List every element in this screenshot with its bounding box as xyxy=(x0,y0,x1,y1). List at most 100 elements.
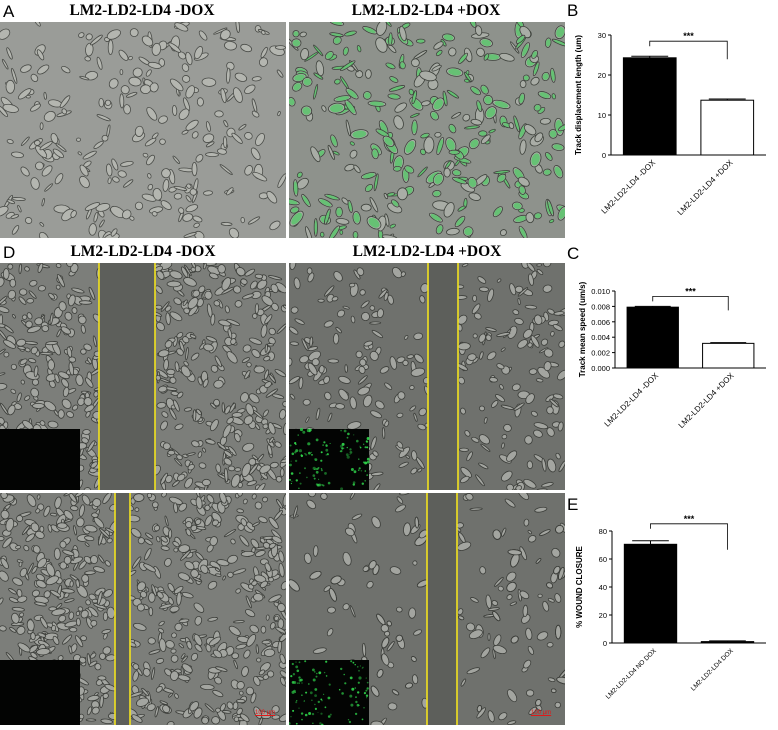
cell xyxy=(499,384,504,390)
cell xyxy=(457,532,466,544)
cell xyxy=(232,284,242,294)
cell xyxy=(412,674,419,684)
cell xyxy=(167,281,181,287)
cell xyxy=(309,570,323,581)
cell xyxy=(167,369,176,375)
cell xyxy=(34,22,42,27)
cell xyxy=(544,151,553,161)
cell xyxy=(275,46,285,50)
cell xyxy=(492,529,502,540)
cell xyxy=(376,669,384,679)
cell xyxy=(193,410,196,421)
cell xyxy=(174,193,182,200)
cell xyxy=(328,359,339,363)
cell xyxy=(206,335,218,342)
cell xyxy=(145,106,159,122)
cell xyxy=(174,423,184,431)
cell xyxy=(410,467,418,475)
cell xyxy=(389,565,402,576)
cell xyxy=(225,61,236,72)
cell xyxy=(492,205,505,218)
cell xyxy=(254,501,263,511)
cell xyxy=(206,121,212,132)
cell xyxy=(541,482,554,488)
cell xyxy=(289,358,292,366)
cell xyxy=(17,205,22,212)
cell xyxy=(384,631,390,636)
cell xyxy=(192,215,203,223)
y-axis-label: Track mean speed (um/s) xyxy=(578,281,587,377)
cell xyxy=(42,109,57,123)
cell xyxy=(164,516,169,527)
cell xyxy=(409,405,417,412)
cell xyxy=(292,39,301,48)
cell xyxy=(289,394,295,400)
cell xyxy=(323,391,332,401)
cell xyxy=(289,578,301,593)
cell xyxy=(8,588,17,595)
cell xyxy=(202,479,210,486)
cell xyxy=(479,287,488,292)
cell xyxy=(428,211,443,223)
cell xyxy=(190,352,200,362)
cell xyxy=(479,405,485,411)
cell xyxy=(169,408,178,420)
cell xyxy=(525,628,533,640)
cell xyxy=(435,132,442,137)
cell xyxy=(511,383,521,392)
cell xyxy=(238,534,250,547)
cell xyxy=(135,202,144,211)
cell xyxy=(350,129,369,140)
cell xyxy=(194,153,204,163)
cell xyxy=(313,647,327,655)
cell xyxy=(556,676,565,685)
cell xyxy=(186,452,195,456)
cell xyxy=(529,76,540,87)
cell xyxy=(93,140,104,150)
cell xyxy=(534,506,547,513)
panel-d-right-title: LM2-LD2-LD4 +DOX xyxy=(289,243,565,261)
cell xyxy=(382,234,398,238)
cell xyxy=(361,312,370,321)
cell xyxy=(413,332,423,340)
cell xyxy=(205,438,216,445)
cell xyxy=(25,347,31,352)
cell xyxy=(519,139,527,154)
cell xyxy=(520,81,526,88)
cell xyxy=(78,174,92,189)
cell xyxy=(96,57,103,70)
cell xyxy=(524,519,530,526)
cell xyxy=(551,688,556,692)
cell xyxy=(466,666,480,675)
cell xyxy=(232,653,239,659)
cell xyxy=(554,593,562,604)
cell xyxy=(140,84,151,94)
cell xyxy=(553,24,565,40)
cell xyxy=(525,212,535,224)
cell xyxy=(61,634,72,645)
cell xyxy=(328,588,338,603)
cell xyxy=(299,31,307,37)
cell xyxy=(461,113,471,122)
cell xyxy=(302,77,312,86)
cell xyxy=(148,637,156,644)
cell xyxy=(39,222,44,227)
cell xyxy=(192,601,205,614)
cell xyxy=(244,268,256,277)
wound-bottom-dox-minus xyxy=(0,493,286,725)
cell xyxy=(251,98,257,112)
y-tick-label: 10 xyxy=(598,111,606,120)
cell xyxy=(318,299,325,302)
cell xyxy=(78,32,85,39)
cell xyxy=(38,285,46,291)
cell xyxy=(27,619,35,631)
cell xyxy=(88,223,97,236)
cell xyxy=(198,462,206,469)
cell xyxy=(77,151,82,155)
cell xyxy=(56,329,62,337)
cell xyxy=(292,30,299,37)
cell xyxy=(252,76,262,81)
